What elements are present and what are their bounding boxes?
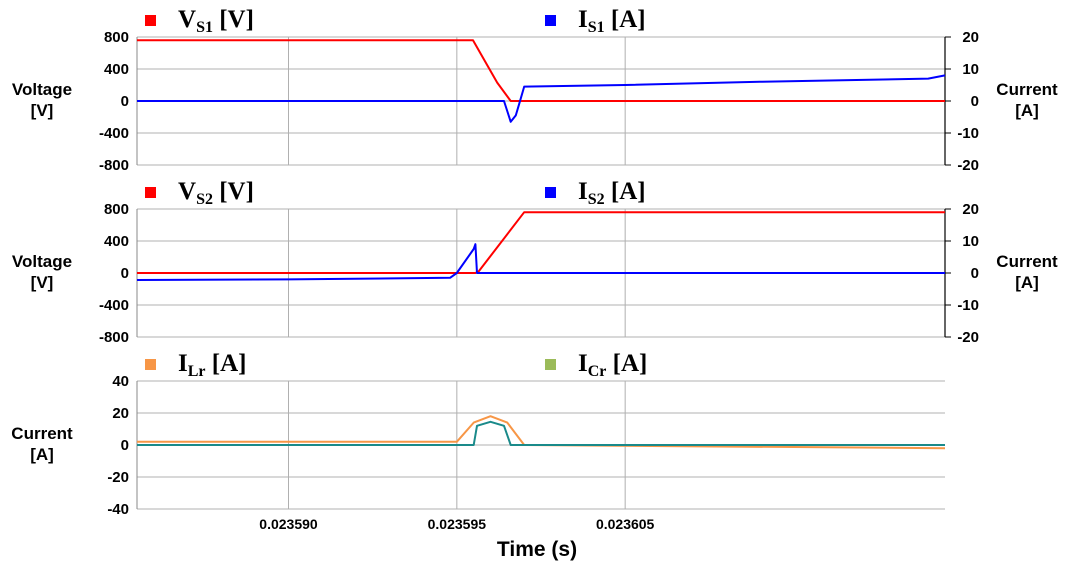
left-tick-label: 0 [121, 265, 129, 282]
legend-subscript: S1 [588, 19, 605, 36]
right-tick-label: 20 [962, 29, 979, 46]
left-tick-label: 400 [104, 61, 129, 78]
left-axis-label: Current [11, 424, 73, 443]
legend-main: V [178, 6, 196, 33]
legend-main: V [178, 178, 196, 205]
series-line-v-s2 [137, 211, 945, 274]
right-tick-label: -10 [957, 297, 979, 314]
panel-1: 800 20 400 10 0 0 -400 -10 -800 -20 Voltage [V] Curr… [12, 6, 1058, 174]
right-axis-label: Current [996, 80, 1058, 99]
series-line-i-lr [137, 415, 946, 450]
legend-label: VS2 [V] [178, 178, 254, 208]
legend-swatch [545, 15, 556, 26]
right-tick-label: 0 [971, 265, 979, 282]
x-tick-label: 0.023605 [596, 516, 655, 532]
left-tick-label: 20 [112, 405, 129, 422]
left-tick-label: -800 [99, 329, 129, 346]
left-tick-label: -400 [99, 125, 129, 142]
legend-unit: [V] [213, 178, 254, 205]
right-tick-label: -20 [957, 329, 979, 346]
x-tick-label: 0.023590 [259, 516, 318, 532]
left-tick-label: 0 [121, 93, 129, 110]
x-axis-label: Time (s) [497, 538, 577, 561]
right-axis-label: Current [996, 252, 1058, 271]
left-tick-label: 40 [112, 373, 129, 390]
left-axis-label: [A] [30, 445, 54, 464]
legend-swatch [145, 187, 156, 198]
left-tick-label: 0 [121, 437, 129, 454]
legend-label: ICr [A] [578, 350, 647, 380]
series-line-i-cr [137, 420, 945, 446]
right-tick-label: -10 [957, 125, 979, 142]
left-tick-label: -20 [107, 469, 129, 486]
legend-subscript: S2 [588, 191, 605, 208]
legend-subscript: S2 [196, 191, 213, 208]
legend-subscript: Cr [588, 363, 607, 380]
legend-main: I [178, 350, 188, 377]
left-tick-label: -800 [99, 157, 129, 174]
left-axis-label: [V] [31, 273, 54, 292]
legend-unit: [A] [605, 6, 646, 33]
left-axis-label: Voltage [12, 80, 72, 99]
left-tick-label: 800 [104, 201, 129, 218]
right-tick-label: 10 [962, 61, 979, 78]
left-tick-label: -400 [99, 297, 129, 314]
left-tick-label: 800 [104, 29, 129, 46]
legend-unit: [A] [606, 350, 647, 377]
series-line-v-s1 [137, 39, 945, 102]
legend-unit: [A] [605, 178, 646, 205]
series-line-i-s2 [136, 243, 945, 281]
right-axis-label: [A] [1015, 101, 1039, 120]
left-tick-label: 400 [104, 233, 129, 250]
series-line-i-s1 [137, 74, 946, 123]
left-axis-label: [V] [31, 101, 54, 120]
right-axis-label: [A] [1015, 273, 1039, 292]
left-axis-label: Voltage [12, 252, 72, 271]
legend-main: I [578, 6, 588, 33]
legend-label: IS1 [A] [578, 6, 646, 36]
legend-subscript: Lr [188, 363, 206, 380]
right-tick-label: 20 [962, 201, 979, 218]
right-tick-label: 10 [962, 233, 979, 250]
left-tick-label: -40 [107, 501, 129, 518]
panel-2: 800 20 400 10 0 0 -400 -10 -800 -20 Voltage [V] Curr… [12, 178, 1058, 346]
legend-subscript: S1 [196, 19, 213, 36]
right-tick-label: 0 [971, 93, 979, 110]
legend-swatch [545, 187, 556, 198]
legend-unit: [A] [206, 350, 247, 377]
legend-swatch [145, 359, 156, 370]
legend-swatch [145, 15, 156, 26]
legend-label: VS1 [V] [178, 6, 254, 36]
legend-main: I [578, 350, 588, 377]
x-tick-label: 0.023595 [428, 516, 487, 532]
legend-label: IS2 [A] [578, 178, 646, 208]
right-tick-label: -20 [957, 157, 979, 174]
legend-main: I [578, 178, 588, 205]
legend-label: ILr [A] [178, 350, 246, 380]
legend-unit: [V] [213, 6, 254, 33]
legend-swatch [545, 359, 556, 370]
